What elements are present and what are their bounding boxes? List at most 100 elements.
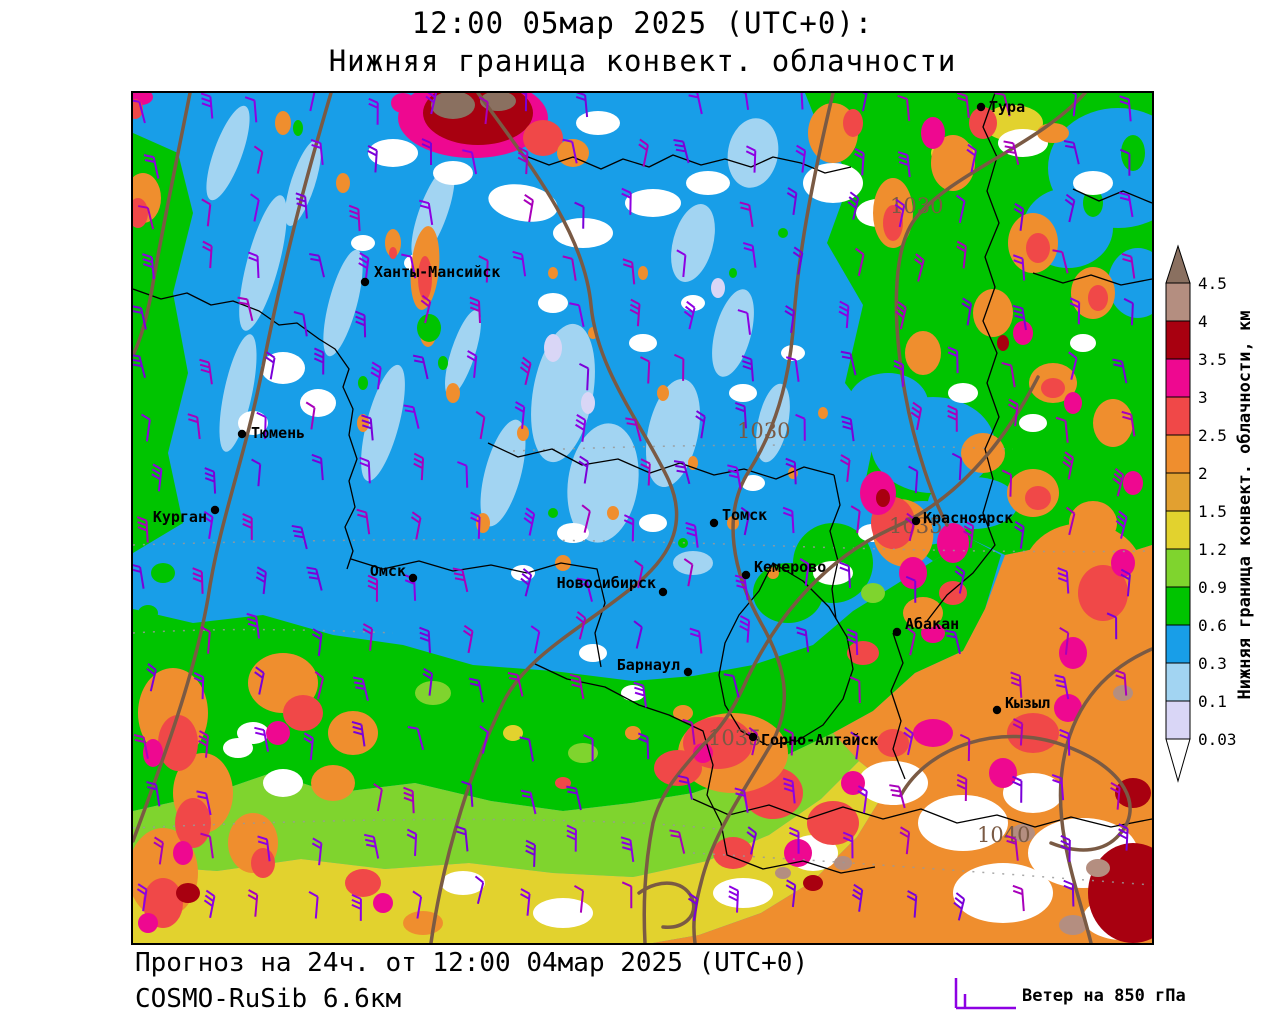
colorbar-tick-label: 2.5: [1198, 426, 1227, 445]
wind-barb: [683, 300, 696, 330]
wind-barb: [359, 456, 371, 484]
wind-barb: [1110, 782, 1121, 810]
wind-barb: [196, 790, 212, 816]
wind-barb: [1012, 304, 1027, 331]
wind-barb: [1054, 674, 1070, 700]
wind-barb: [291, 524, 308, 550]
colorbar-tick-label: 3: [1198, 388, 1208, 407]
wind-barb: [295, 192, 308, 219]
wind-barb: [893, 359, 904, 387]
wind-barb: [578, 455, 589, 484]
wind-barb: [523, 507, 536, 536]
wind-barb: [146, 663, 157, 692]
wind-barb: [953, 892, 966, 921]
wind-barb: [637, 732, 650, 760]
wind-barb: [741, 355, 754, 382]
city-label: Кызыл: [1005, 694, 1050, 712]
wind-barb: [622, 258, 636, 285]
wind-barb: [1052, 249, 1069, 274]
wind-barb: [785, 356, 800, 382]
city-marker: Омск: [370, 562, 418, 583]
wind-barb: [1013, 202, 1025, 231]
wind-barb: [519, 356, 532, 386]
wind-barb: [311, 837, 323, 866]
wind-barb: [204, 467, 217, 494]
wind-barb: [1112, 467, 1125, 497]
wind-barb: [1068, 351, 1078, 380]
wind-barb: [905, 575, 917, 603]
wind-barb: [569, 673, 585, 700]
wind-barb: [676, 249, 687, 278]
isobar-value-label: 1040: [977, 823, 1030, 847]
wind-barb: [420, 294, 432, 324]
wind-barb: [308, 890, 319, 919]
wind-barbs-layer: [133, 93, 1136, 921]
wind-barb: [202, 240, 213, 269]
wind-barb: [517, 146, 529, 175]
wind-barb: [640, 458, 651, 486]
wind-barb: [254, 726, 269, 752]
wind-barb: [1063, 879, 1075, 907]
wind-barb: [352, 676, 369, 701]
wind-barb: [368, 97, 379, 125]
city-dot: [748, 732, 758, 742]
wind-barb: [200, 626, 211, 654]
wind-barb: [469, 296, 481, 324]
wind-barb: [903, 726, 914, 756]
city-label: Томск: [722, 506, 767, 524]
wind-barb: [253, 145, 264, 174]
city-marker: Кемерово: [741, 558, 826, 580]
city-marker: Барнаул: [617, 656, 693, 677]
wind-barb: [1005, 834, 1019, 861]
wind-barb: [857, 93, 869, 112]
wind-barb: [247, 251, 260, 279]
wind-barb: [1055, 416, 1069, 443]
wind-barb: [894, 198, 906, 228]
wind-barb: [1120, 568, 1131, 597]
wind-barb: [575, 93, 589, 118]
wind-barb: [575, 414, 587, 442]
wind-barb: [910, 401, 923, 430]
wind-barb: [783, 728, 794, 756]
wind-barb: [363, 833, 380, 859]
wind-barb: [153, 836, 164, 865]
wind-barb: [1012, 884, 1025, 912]
wind-barb: [136, 516, 149, 543]
wind-barb: [250, 193, 260, 222]
wind-barb: [906, 626, 916, 656]
wind-barb: [367, 144, 378, 173]
wind-barb: [785, 879, 797, 908]
forecast-map: 1030 1030 1035 1035 1040 Тура Ханты-Мансийск Т…: [131, 91, 1154, 945]
wind-barb: [789, 826, 800, 854]
wind-barb: [351, 893, 362, 921]
wind-barb: [348, 204, 361, 232]
city-marker: Тюмень: [237, 424, 305, 442]
wind-barb: [795, 144, 807, 173]
wind-barb: [413, 452, 425, 481]
wind-barb: [257, 835, 271, 862]
wind-barb: [625, 417, 642, 442]
wind-barb: [520, 568, 533, 597]
wind-barb: [850, 505, 861, 534]
wind-barb: [621, 187, 632, 215]
wind-barb: [782, 777, 796, 804]
wind-barb: [146, 781, 161, 807]
wind-barb: [1117, 823, 1129, 851]
wind-barb: [461, 780, 474, 807]
city-dot: [911, 516, 921, 526]
wind-barb: [187, 413, 201, 440]
wind-barb: [857, 785, 868, 814]
city-marker: Курган: [153, 505, 220, 526]
city-dot: [683, 667, 693, 677]
wind-barb: [854, 147, 865, 176]
wind-barb: [143, 154, 160, 179]
wind-barb: [1051, 774, 1065, 801]
top-center-deep-cluster: [133, 93, 589, 167]
wind-barb: [784, 305, 796, 334]
wind-barb: [951, 452, 963, 481]
wind-barb: [956, 194, 966, 224]
wind-barb: [133, 305, 147, 330]
wind-barb: [516, 93, 528, 112]
wind-barb: [914, 253, 925, 282]
